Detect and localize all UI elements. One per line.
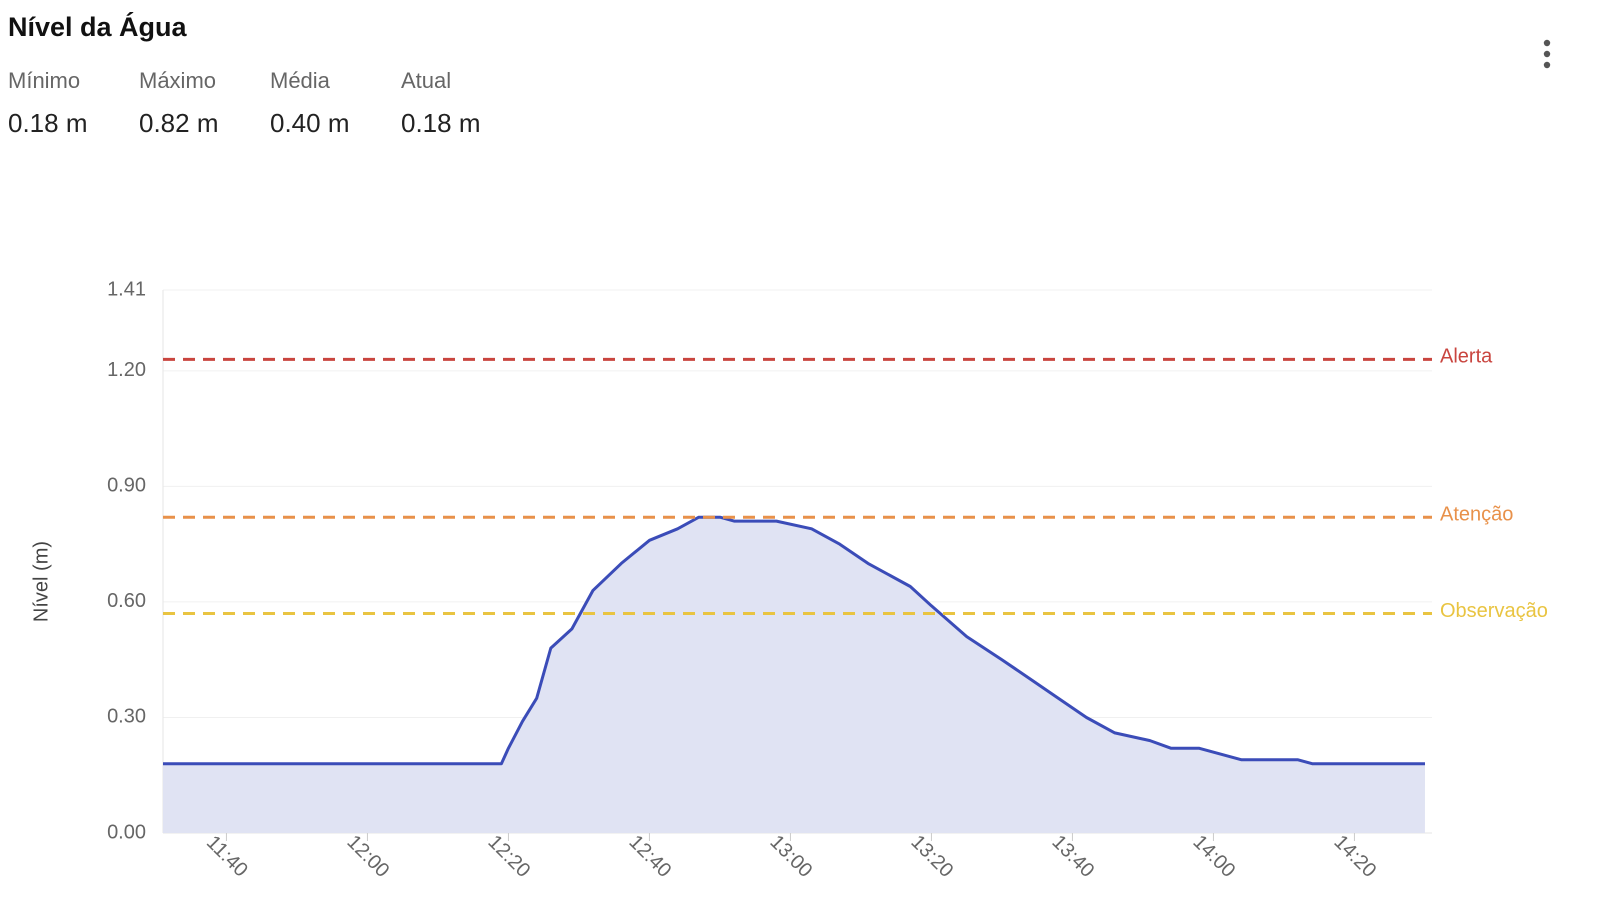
- y-axis-label: Nível (m): [30, 541, 52, 622]
- y-tick-label: 1.20: [107, 359, 146, 381]
- widget-title: Nível da Água: [8, 12, 187, 42]
- x-tick-label: 14:00: [1188, 831, 1239, 882]
- stats: Mínimo 0.18 m Máximo 0.82 m Média 0.40 m Atual…: [8, 68, 532, 139]
- threshold-label: Atenção: [1440, 503, 1513, 525]
- x-tick-label: 11:40: [202, 832, 252, 882]
- threshold-label: Observação: [1440, 600, 1548, 622]
- menu-button[interactable]: [1542, 38, 1552, 72]
- stat: Máximo 0.82 m: [139, 68, 270, 139]
- area: [163, 517, 1425, 833]
- stat-value: 0.18 m: [8, 108, 88, 138]
- y-tick-label: 1.41: [107, 278, 146, 300]
- stat-label: Atual: [401, 68, 452, 93]
- x-tick-label: 14:20: [1329, 831, 1380, 882]
- x-tick-label: 13:00: [765, 831, 816, 882]
- stat-value: 0.18 m: [401, 108, 481, 138]
- x-tick-label: 12:00: [342, 831, 393, 882]
- x-tick-label: 13:40: [1047, 831, 1098, 882]
- stat: Atual 0.18 m: [401, 68, 532, 139]
- y-tick-label: 0.90: [107, 475, 146, 497]
- stat-label: Máximo: [139, 68, 217, 93]
- stat: Mínimo 0.18 m: [8, 68, 139, 139]
- x-tick-label: 12:40: [624, 831, 675, 882]
- y-tick-label: 0.30: [107, 706, 146, 728]
- stat-label: Média: [270, 68, 330, 93]
- stat-value: 0.40 m: [270, 108, 350, 138]
- stat-value: 0.82 m: [139, 108, 219, 138]
- stat-label: Mínimo: [8, 68, 81, 93]
- line: [163, 515, 1425, 766]
- stat: Média 0.40 m: [270, 68, 401, 139]
- x-tick-label: 13:20: [906, 831, 957, 882]
- y-tick-label: 0.00: [107, 821, 146, 843]
- threshold-label: Alerta: [1440, 346, 1493, 368]
- x-tick-label: 12:20: [483, 831, 534, 882]
- y-tick-label: 0.60: [107, 590, 146, 612]
